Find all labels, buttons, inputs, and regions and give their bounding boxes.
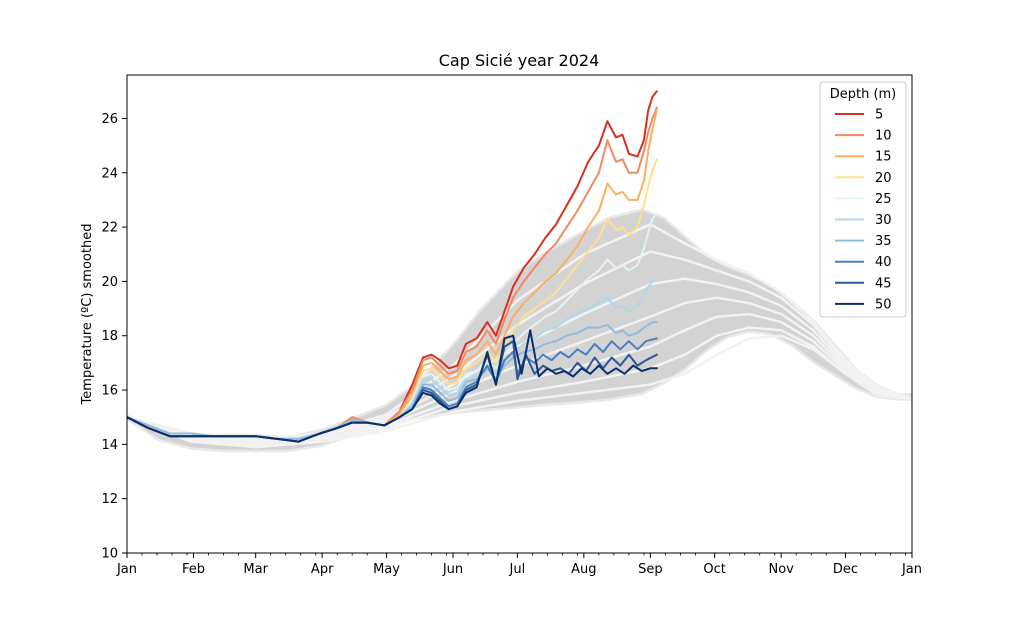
x-tick-label: Feb <box>182 562 205 577</box>
legend-item-5: 5 <box>835 108 883 123</box>
axes-frame <box>126 74 913 554</box>
y-tick-label: 20 <box>101 275 118 290</box>
y-tick-label: 14 <box>101 438 118 453</box>
x-tick-label: Jan <box>116 562 137 577</box>
y-tick-label: 26 <box>101 112 118 127</box>
y-axis: 10 12 14 16 18 20 22 24 26 <box>101 112 127 562</box>
x-axis: Jan Feb Mar Apr May Jun Jul Aug Sep Oct Nov Dec Jan <box>116 553 922 577</box>
legend-box <box>819 81 907 318</box>
x-tick-label: Sep <box>638 562 663 577</box>
legend-label: 20 <box>875 171 892 186</box>
legend-label: 15 <box>875 150 892 165</box>
legend-items: 5 10 15 20 25 30 35 40 45 50 <box>835 108 892 312</box>
y-tick-label: 12 <box>101 492 118 507</box>
legend-item-50: 50 <box>835 297 892 312</box>
legend-label: 30 <box>875 213 892 228</box>
legend-item-30: 30 <box>835 213 892 228</box>
y-tick-label: 22 <box>101 221 118 236</box>
legend-label: 40 <box>875 255 892 270</box>
x-tick-label: Jan <box>901 562 922 577</box>
chart-title: Cap Sicié year 2024 <box>439 51 600 70</box>
x-tick-label: Nov <box>768 562 794 577</box>
legend-item-40: 40 <box>835 255 892 270</box>
x-tick-label: Jun <box>442 562 463 577</box>
legend-item-25: 25 <box>835 192 892 207</box>
y-tick-label: 24 <box>101 166 118 181</box>
x-tick-label: Apr <box>311 562 334 577</box>
legend-label: 50 <box>875 297 892 312</box>
x-tick-label: May <box>373 562 400 577</box>
legend-item-10: 10 <box>835 129 892 144</box>
legend-item-35: 35 <box>835 234 892 249</box>
legend-item-20: 20 <box>835 171 892 186</box>
y-tick-label: 18 <box>101 329 118 344</box>
x-tick-label: Oct <box>703 562 725 577</box>
legend-title: Depth (m) <box>830 87 897 102</box>
legend-item-15: 15 <box>835 150 892 165</box>
y-tick-label: 16 <box>101 384 118 399</box>
legend-label: 5 <box>875 108 883 123</box>
legend-label: 25 <box>875 192 892 207</box>
y-axis-label: Temperature (ºC) smoothed <box>80 224 95 406</box>
series-lines <box>127 90 658 443</box>
legend: Depth (m) 5 10 15 20 25 30 35 40 45 50 <box>819 81 907 318</box>
series-line-50m <box>127 329 658 443</box>
climatology-median-7 <box>127 334 912 449</box>
legend-label: 10 <box>875 129 892 144</box>
legend-label: 35 <box>875 234 892 249</box>
x-tick-label: Jul <box>509 562 526 577</box>
x-tick-label: Mar <box>243 562 268 577</box>
x-tick-label: Aug <box>571 562 596 577</box>
y-tick-label: 10 <box>101 547 118 562</box>
legend-item-45: 45 <box>835 276 892 291</box>
x-tick-label: Dec <box>833 562 858 577</box>
legend-label: 45 <box>875 276 892 291</box>
